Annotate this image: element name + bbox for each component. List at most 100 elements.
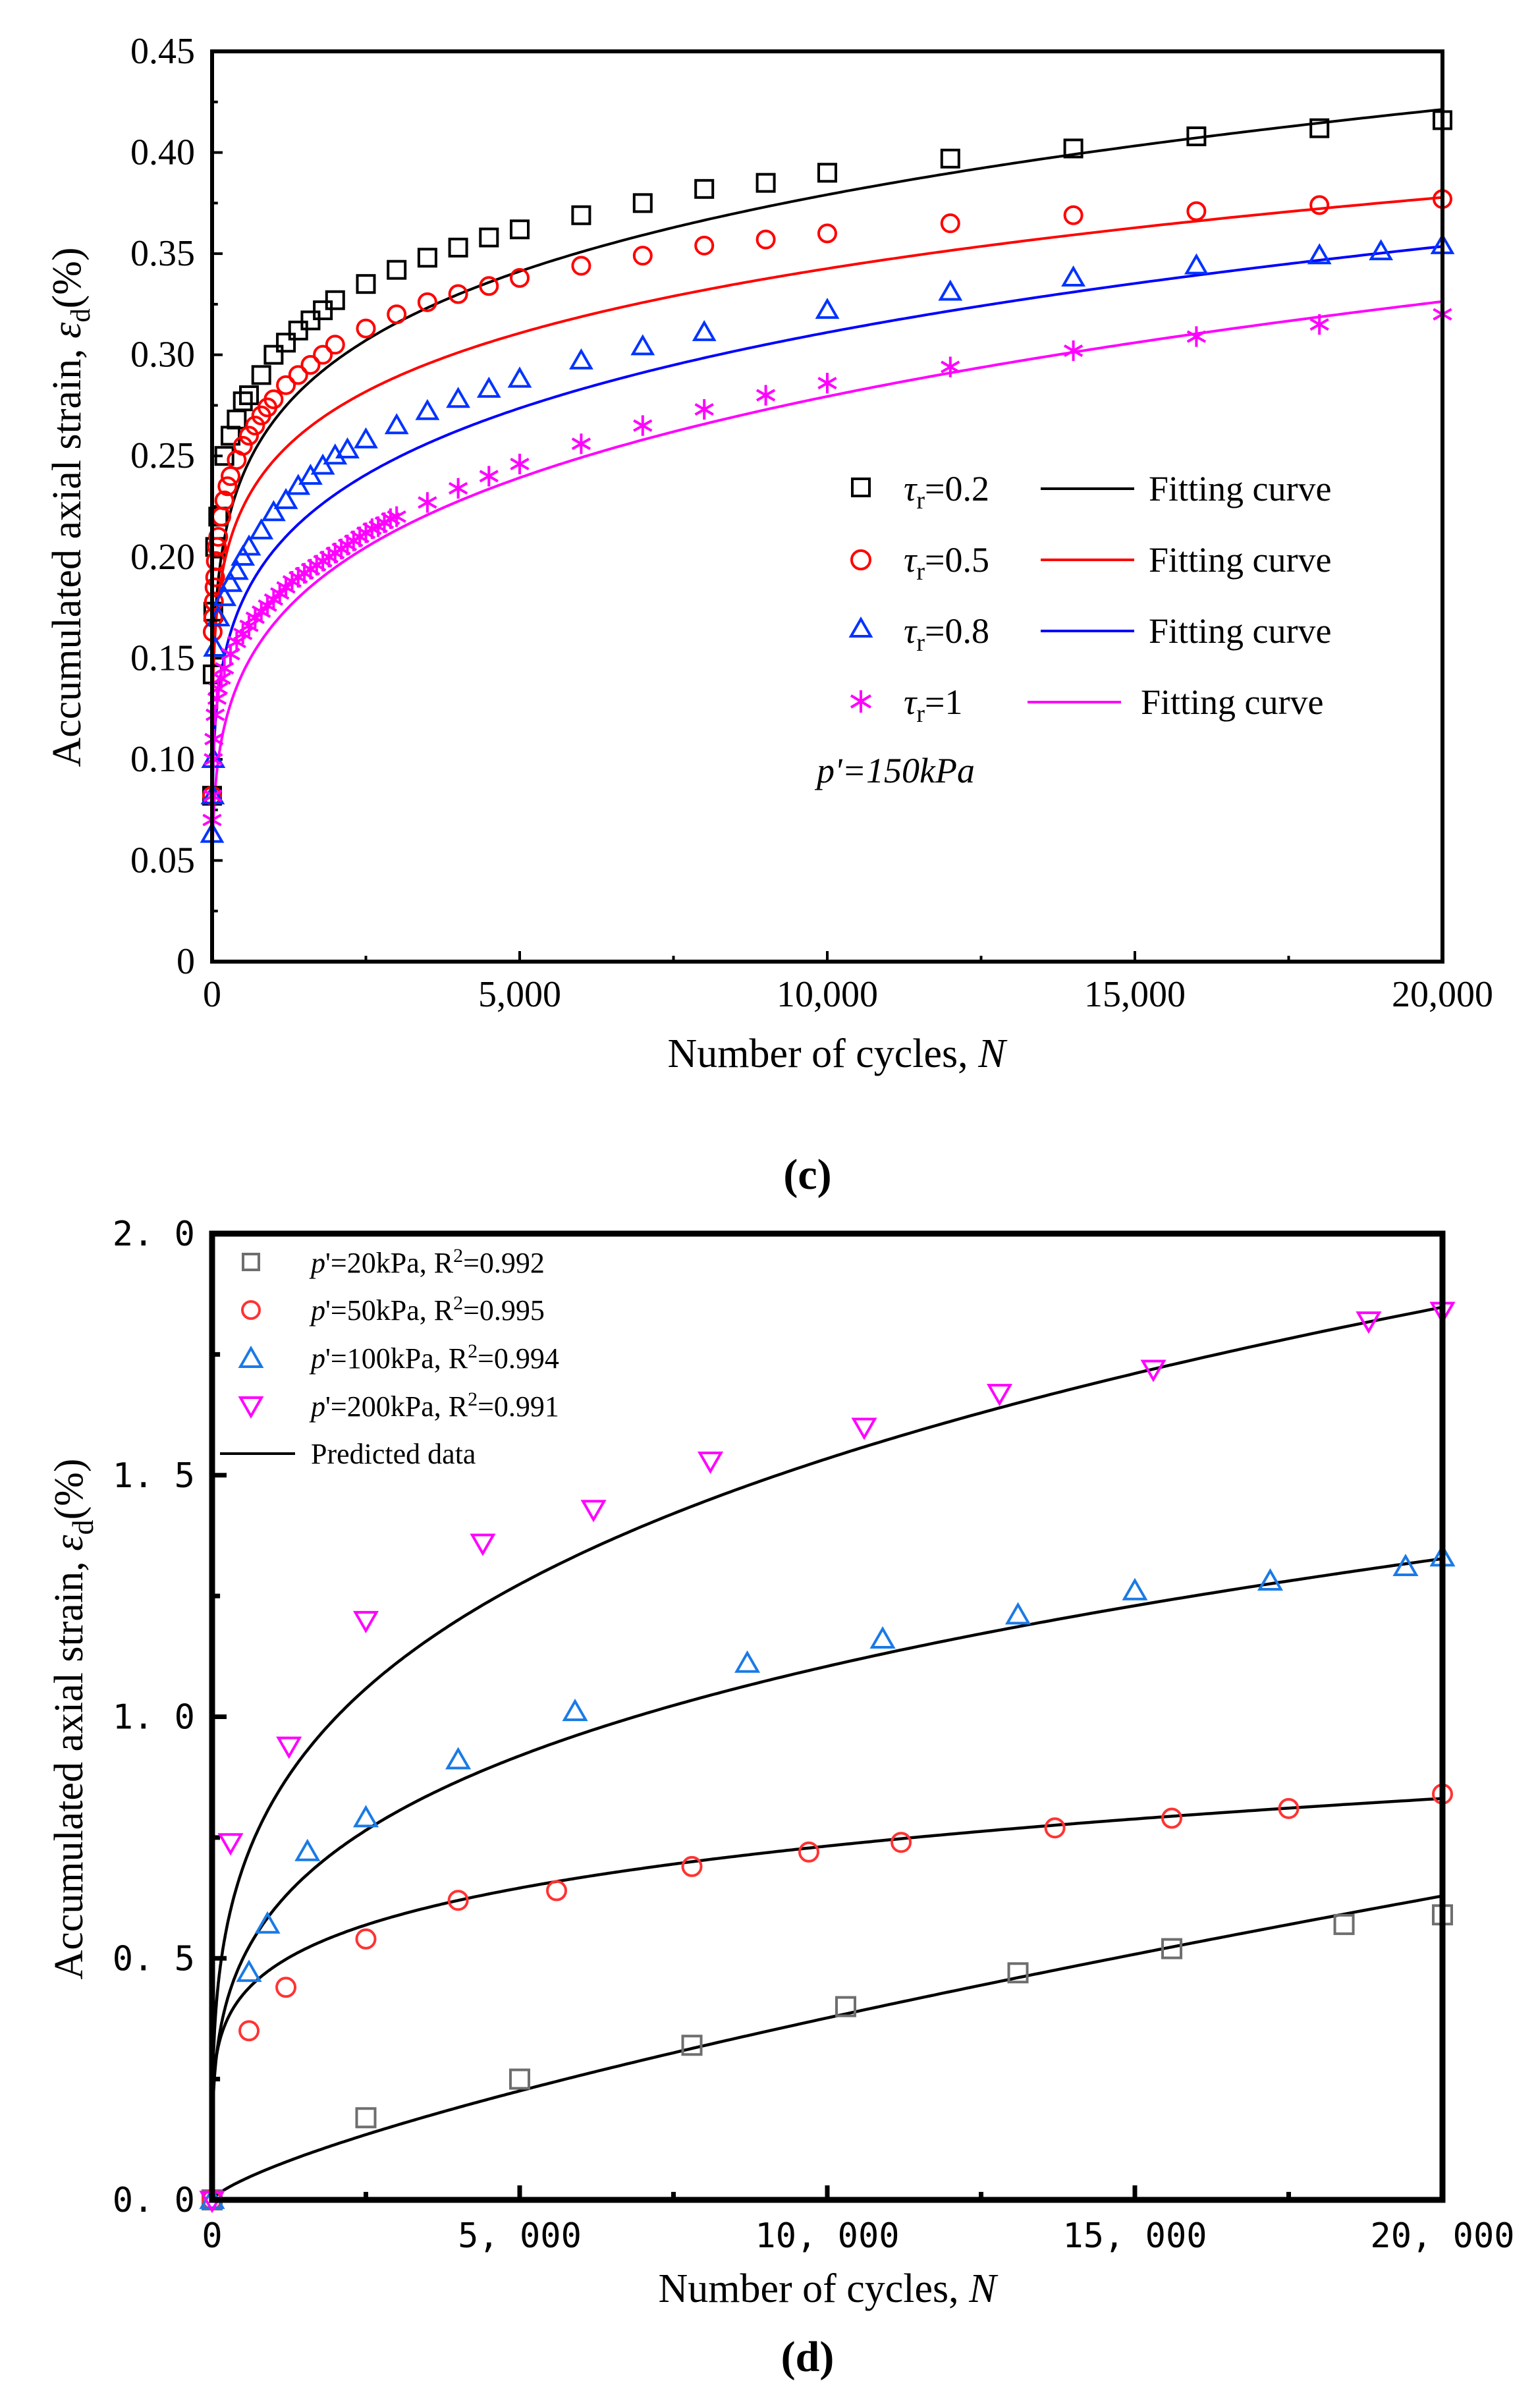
c-legend-fit-label-0: Fitting curve — [1149, 469, 1331, 508]
c-series-0-point — [755, 173, 776, 193]
d-series-2-point — [254, 1911, 281, 1934]
d-fit-curve-2 — [210, 1557, 1443, 2200]
c-series-0-point — [325, 290, 345, 310]
chart-d: 0 5, 000 10, 000 15, 000 20, 000 0. 0 0. 5 1. 0… — [47, 1215, 1515, 2381]
d-fit-curve-0 — [210, 1894, 1443, 2201]
d-panel-label: (d) — [781, 2333, 835, 2381]
c-series-3-point — [755, 385, 776, 406]
c-series-0-point — [940, 148, 960, 169]
c-y-tick-label: 0.10 — [130, 739, 195, 780]
c-series-1-point — [356, 318, 376, 339]
c-y-tick-label: 0.25 — [130, 435, 195, 476]
c-series-0-point — [239, 385, 260, 406]
c-y-tick-label: 0 — [177, 941, 195, 982]
c-legend-marker-triangle — [848, 616, 873, 638]
c-plot-frame — [210, 49, 1444, 964]
c-legend-entry-0: τr=0.2 Fitting curve — [851, 469, 1331, 514]
d-legend-label-2: p'=100kPa, R2=0.994 — [309, 1340, 559, 1375]
c-legend-fit-label-1: Fitting curve — [1149, 540, 1331, 580]
c-legend: τr=0.2 Fitting curve τr=0.5 Fitting curv… — [814, 469, 1331, 790]
d-y-tick-label: 0. 0 — [113, 2181, 195, 2220]
c-series-1-point — [206, 551, 226, 571]
c-series-1-point — [300, 355, 321, 375]
c-series-0-point — [1309, 118, 1330, 138]
c-series-0-point — [817, 163, 837, 183]
d-x-tick-label: 10, 000 — [755, 2216, 899, 2256]
c-x-tick-label: 0 — [203, 974, 221, 1015]
c-series-3-point — [448, 478, 468, 499]
c-series-0-point — [313, 300, 333, 321]
d-series-0-point — [1161, 1938, 1183, 1959]
c-y-tick-label: 0.05 — [130, 840, 195, 881]
c-series-2-point — [1061, 265, 1086, 287]
c-series-2-point — [692, 319, 717, 341]
c-series-1-point — [940, 213, 960, 234]
d-legend-entry-3: p'=200kPa, R2=0.991 — [238, 1388, 559, 1423]
c-series-3-point — [1186, 326, 1207, 347]
d-y-tick-label: 0. 5 — [113, 1939, 195, 1979]
d-legend: p'=20kPa, R2=0.992 p'=50kPa, R2=0.995 p'… — [220, 1245, 559, 1470]
c-series-1-point — [417, 292, 437, 312]
c-series-1-point — [817, 223, 837, 244]
c-series-3-point — [817, 373, 837, 394]
c-series-2-point — [1307, 243, 1332, 265]
d-legend-marker-triangle — [238, 1345, 264, 1368]
d-series-3-point — [1140, 1359, 1166, 1382]
c-legend-label-3: τr=1 — [904, 682, 962, 728]
d-series-1-point — [798, 1841, 819, 1863]
d-legend-marker-square — [242, 1253, 260, 1271]
d-series-1-point — [1044, 1817, 1066, 1839]
c-series-0-point — [417, 248, 437, 268]
d-legend-entry-fit: Predicted data — [220, 1438, 476, 1470]
c-series-2-point — [298, 463, 323, 485]
c-series-2-point — [236, 534, 261, 556]
c-series-1-point — [1063, 205, 1083, 225]
d-y-axis-label: Accumulated axial strain, εd(%) — [47, 1458, 99, 1979]
d-series-3-point — [986, 1384, 1013, 1407]
d-series-2-point — [1257, 1568, 1284, 1591]
d-legend-label-1: p'=50kPa, R2=0.995 — [309, 1292, 545, 1327]
c-series-3-point — [479, 466, 499, 487]
c-series-3-point — [418, 492, 437, 513]
d-series-0-point — [355, 2107, 377, 2129]
d-tick-labels: 0 5, 000 10, 000 15, 000 20, 000 0. 0 0. 5 1. 0… — [113, 1215, 1515, 2256]
c-series-3-point — [206, 704, 225, 725]
d-series-1-point — [546, 1880, 568, 1902]
c-series-2-point — [415, 398, 440, 420]
d-fit-curve-3 — [210, 1305, 1443, 2200]
d-series-2-point — [445, 1747, 472, 1770]
c-series-2-point — [568, 348, 593, 369]
d-fit-curves — [210, 1305, 1443, 2201]
d-legend-marker-circle — [241, 1300, 261, 1320]
c-series-1-point — [263, 389, 284, 410]
c-series-3-point — [215, 658, 234, 679]
c-series-2-point — [507, 366, 532, 388]
d-series-1-point — [447, 1890, 469, 1911]
c-series-3-point — [633, 415, 653, 436]
chart-c: 0 5,000 10,000 15,000 20,000 0 0.05 0.10 0.15 0.2… — [45, 31, 1493, 1199]
d-series-1-point — [238, 2020, 260, 2042]
c-series-0-point — [288, 320, 308, 341]
c-tick-labels: 0 5,000 10,000 15,000 20,000 0 0.05 0.10 0.15 0.2… — [130, 31, 1493, 1015]
d-legend-entry-0: p'=20kPa, R2=0.992 — [242, 1245, 545, 1279]
c-legend-entry-2: τr=0.8 Fitting curve — [848, 611, 1331, 657]
d-series-3-point — [217, 1833, 244, 1856]
c-series-1-point — [207, 537, 227, 557]
c-series-2-point — [212, 585, 237, 607]
c-fit-curve-2 — [211, 245, 1443, 842]
c-series-0-point — [214, 446, 234, 466]
c-series-1-point — [288, 365, 308, 385]
d-series-2-point — [869, 1626, 896, 1649]
c-series-3-point — [1309, 314, 1329, 335]
d-x-tick-label: 20, 000 — [1370, 2216, 1514, 2256]
c-series-2-point — [446, 387, 471, 408]
d-series-1-point — [891, 1832, 912, 1853]
c-series-1-point — [448, 284, 468, 304]
c-x-axis-label: Number of cycles, N — [667, 1031, 1008, 1076]
c-x-tick-label: 20,000 — [1392, 974, 1493, 1015]
c-y-tick-label: 0.35 — [130, 233, 195, 274]
d-plot-frame — [209, 1230, 1446, 2203]
c-series-2-point — [286, 474, 311, 495]
c-series-0-point — [1186, 126, 1207, 146]
